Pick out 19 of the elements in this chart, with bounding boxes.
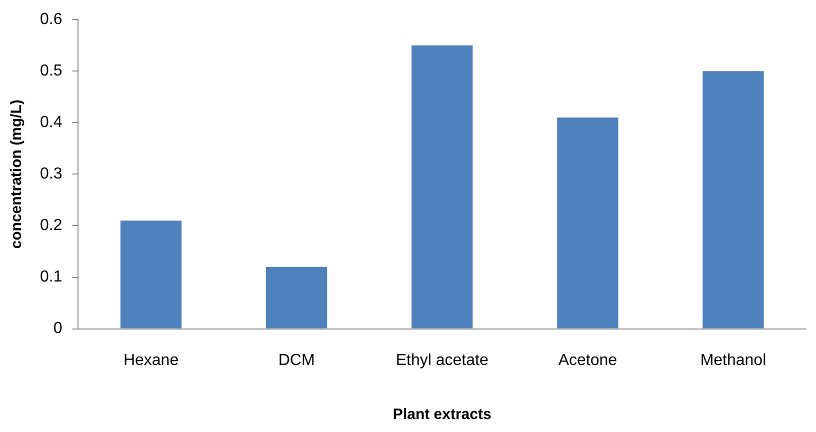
y-tick-label: 0.6	[40, 11, 62, 28]
x-axis-title: Plant extracts	[392, 406, 492, 424]
y-tick-label: 0.4	[40, 114, 62, 132]
bar	[412, 45, 473, 328]
y-tick-label: 0.1	[40, 268, 62, 286]
y-tick-label: 0	[53, 320, 62, 338]
y-axis-title: concentration (mg/L)	[8, 100, 26, 249]
y-tick-label: 0.2	[40, 217, 62, 234]
x-tick-label: DCM	[278, 352, 315, 369]
x-tick-label: Methanol	[700, 352, 766, 369]
bar	[557, 118, 618, 328]
x-tick-label: Ethyl acetate	[396, 352, 488, 369]
y-tick-label: 0.3	[40, 166, 62, 183]
y-tick-label: 0.5	[40, 62, 62, 80]
bar	[120, 220, 182, 328]
x-tick-label: Acetone	[558, 352, 618, 369]
x-tick-label: Hexane	[123, 352, 179, 369]
bar	[266, 266, 328, 328]
bar	[702, 71, 764, 328]
